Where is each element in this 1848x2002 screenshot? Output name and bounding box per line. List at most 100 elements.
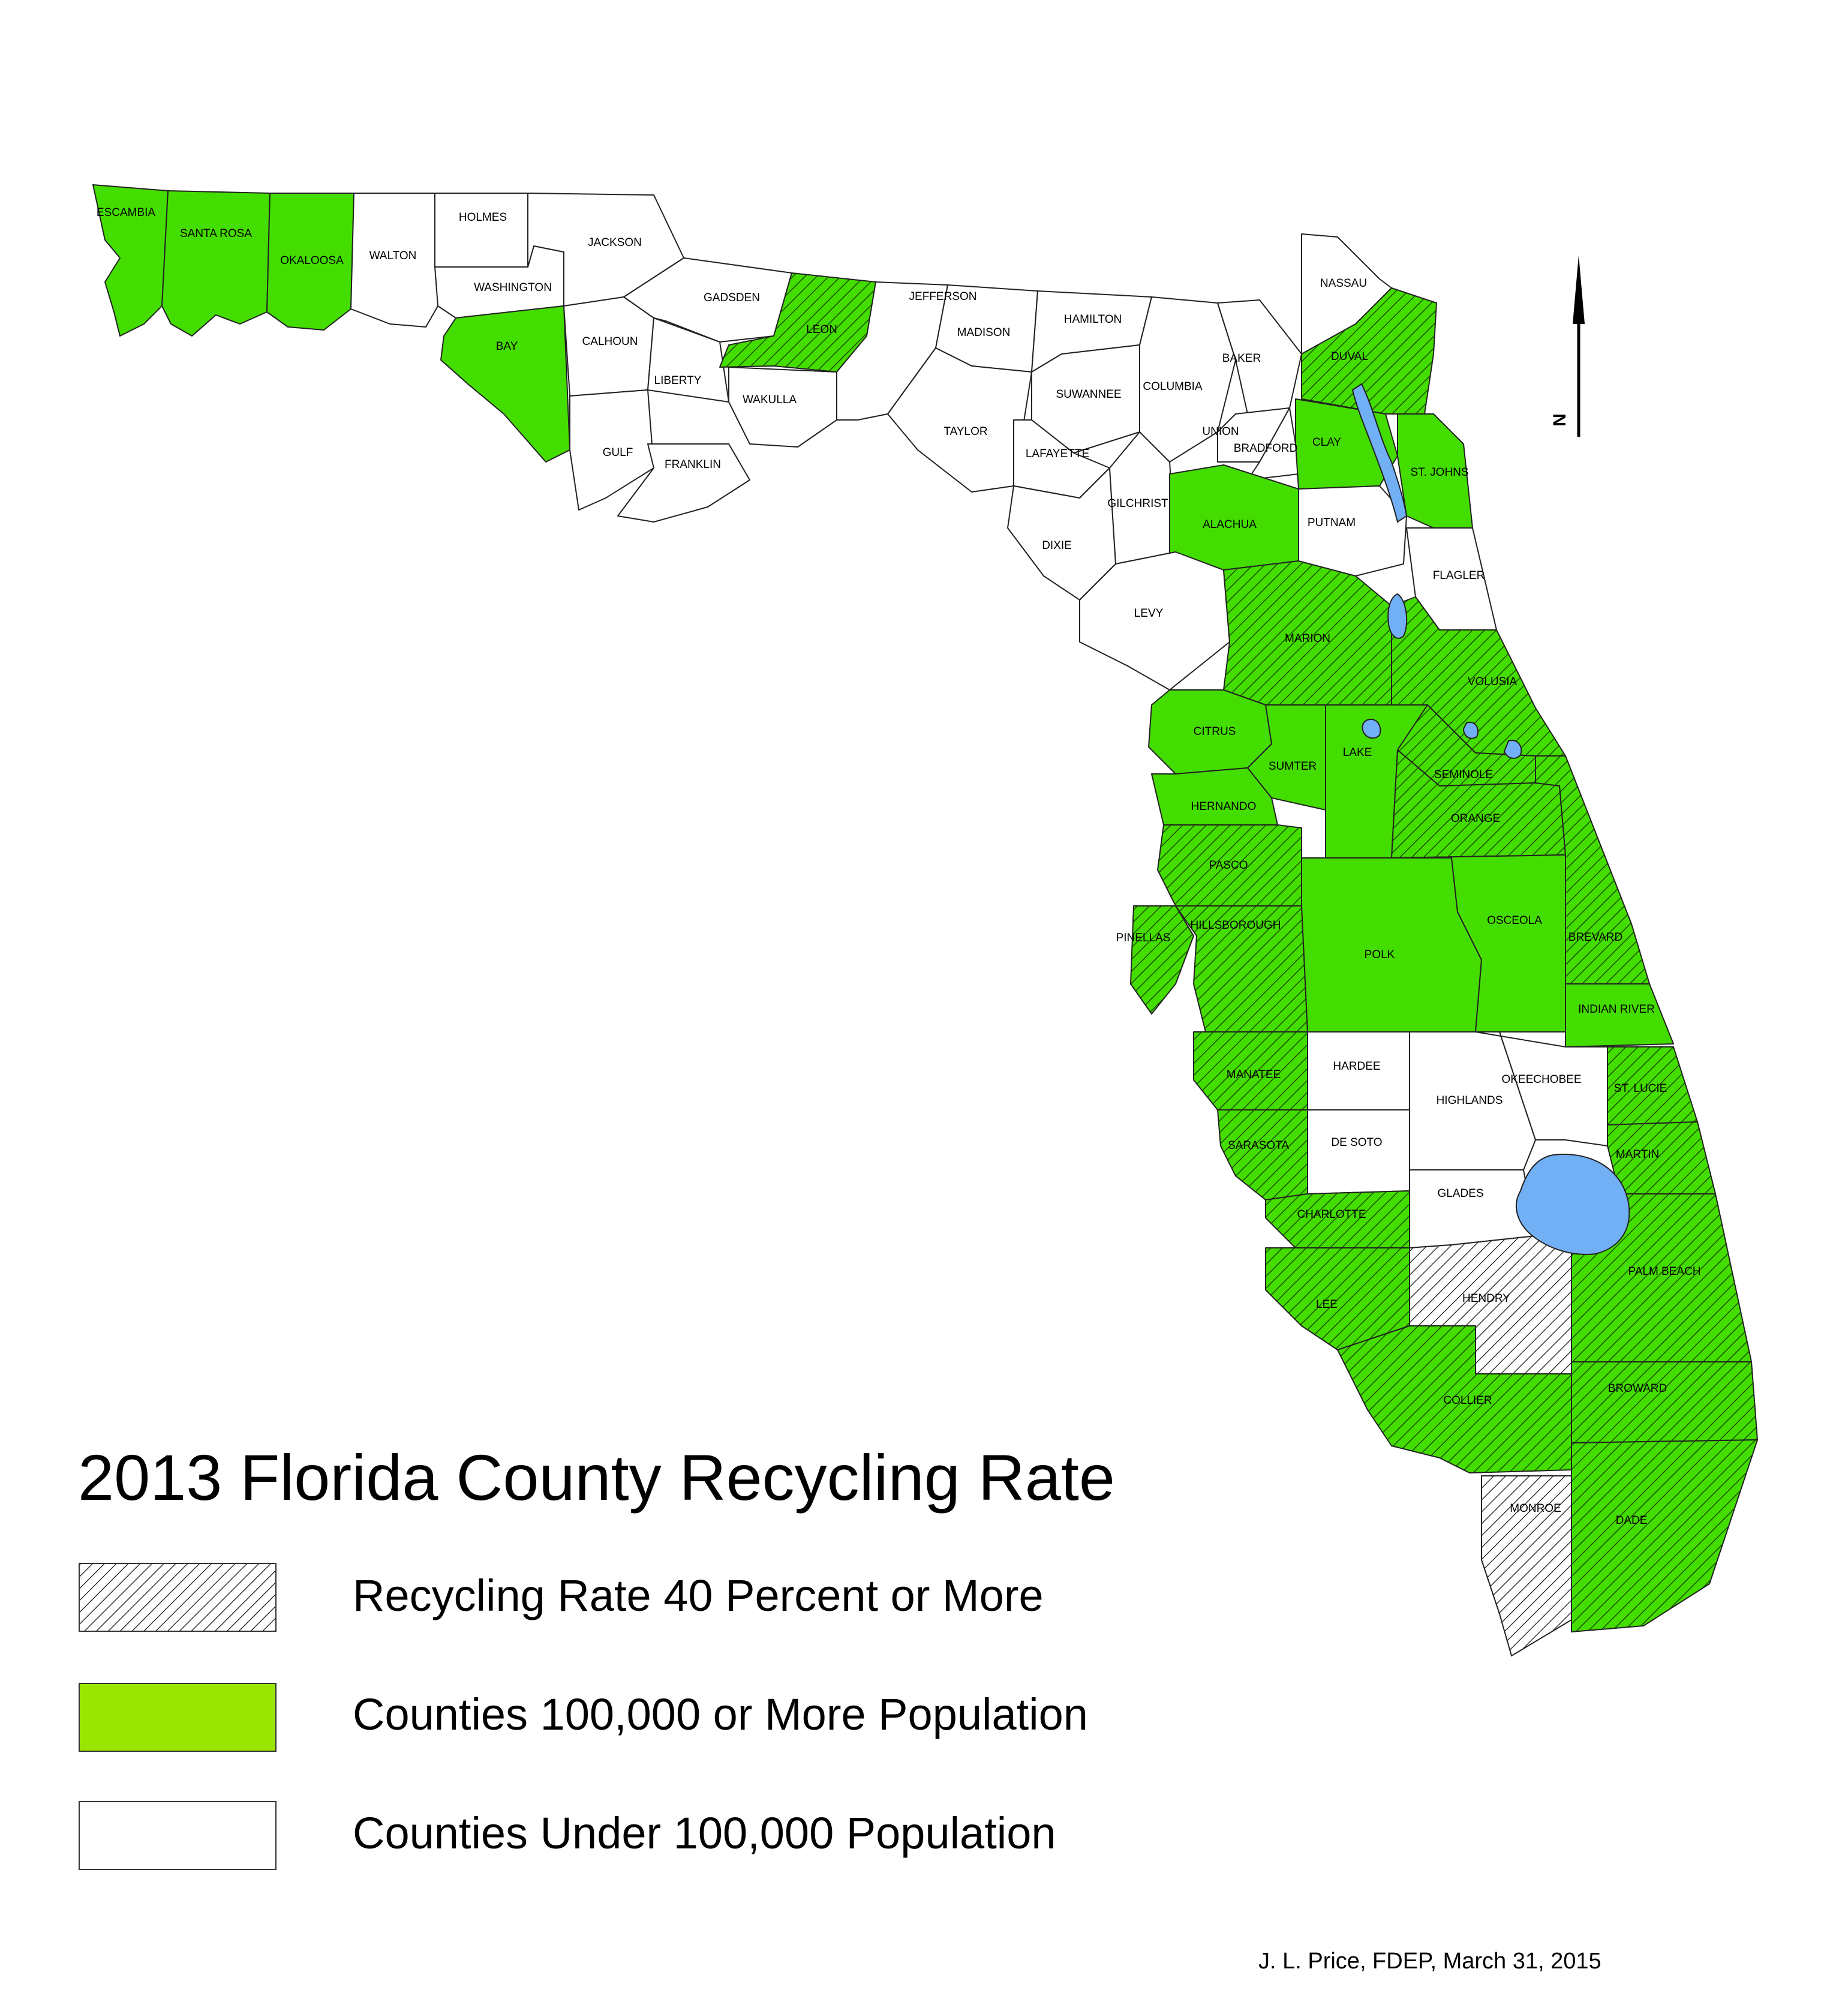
legend-swatch-hatch xyxy=(79,1563,277,1632)
county-label-seminole: SEMINOLE xyxy=(1434,769,1493,781)
water-layer xyxy=(1351,383,1630,1255)
map-title: 2013 Florida County Recycling Rate xyxy=(78,1441,1115,1514)
north-arrow-label: N xyxy=(1550,413,1570,427)
lake-george xyxy=(1387,593,1408,639)
lake-apopka xyxy=(1362,719,1381,739)
county-label-polk: POLK xyxy=(1365,949,1395,961)
lake-okeechobee xyxy=(1515,1154,1630,1255)
lake-jessup xyxy=(1503,740,1522,759)
legend-label-green: Counties 100,000 or More Population xyxy=(353,1689,1088,1739)
county-pinellas xyxy=(1130,905,1194,1014)
county-putnam xyxy=(1298,485,1407,577)
county-santa-rosa xyxy=(161,190,271,337)
county-label-charlotte: CHARLOTTE xyxy=(1297,1208,1366,1221)
county-label-indian-river: INDIAN RIVER xyxy=(1578,1003,1655,1016)
county-label-martin: MARTIN xyxy=(1616,1148,1659,1161)
county-label-de-soto: DE SOTO xyxy=(1331,1136,1382,1149)
county-label-gilchrist: GILCHRIST xyxy=(1107,497,1168,510)
county-label-washington: WASHINGTON xyxy=(474,281,552,294)
county-label-marion: MARION xyxy=(1285,632,1330,645)
county-label-volusia: VOLUSIA xyxy=(1468,676,1518,688)
legend-swatch-white xyxy=(79,1801,277,1870)
county-label-citrus: CITRUS xyxy=(1194,725,1236,738)
county-label-glades: GLADES xyxy=(1437,1187,1483,1200)
county-label-wakulla: WAKULLA xyxy=(743,394,797,406)
county-label-palm-beach: PALM BEACH xyxy=(1628,1265,1700,1278)
county-gulf xyxy=(569,389,654,511)
county-label-alachua: ALACHUA xyxy=(1203,518,1257,531)
county-label-st-lucie: ST. LUCIE xyxy=(1614,1082,1667,1095)
county-franklin xyxy=(617,443,750,523)
county-alachua xyxy=(1169,464,1299,571)
county-label-baker: BAKER xyxy=(1222,352,1261,365)
county-label-jefferson: JEFFERSON xyxy=(909,290,977,303)
county-label-nassau: NASSAU xyxy=(1320,277,1367,290)
county-label-putnam: PUTNAM xyxy=(1308,517,1356,529)
county-layer xyxy=(92,184,1758,1656)
county-label-collier: COLLIER xyxy=(1443,1394,1492,1407)
county-label-suwannee: SUWANNEE xyxy=(1056,388,1121,401)
county-label-escambia: ESCAMBIA xyxy=(97,206,156,219)
county-label-okeechobee: OKEECHOBEE xyxy=(1501,1073,1581,1086)
county-label-sarasota: SARASOTA xyxy=(1228,1139,1289,1152)
county-label-leon: LEON xyxy=(806,323,837,336)
county-label-gulf: GULF xyxy=(603,446,633,459)
county-label-hardee: HARDEE xyxy=(1333,1060,1380,1073)
legend-label-hatch: Recycling Rate 40 Percent or More xyxy=(353,1571,1044,1620)
county-label-okaloosa: OKALOOSA xyxy=(280,254,344,267)
county-label-hamilton: HAMILTON xyxy=(1064,313,1122,326)
county-label-madison: MADISON xyxy=(957,326,1011,339)
county-label-santa-rosa: SANTA ROSA xyxy=(180,227,252,240)
county-label-orange: ORANGE xyxy=(1451,812,1500,825)
county-label-highlands: HIGHLANDS xyxy=(1437,1094,1503,1107)
county-sarasota xyxy=(1217,1109,1308,1200)
county-label-levy: LEVY xyxy=(1134,607,1164,620)
county-broward xyxy=(1571,1361,1758,1443)
county-label-walton: WALTON xyxy=(369,250,417,262)
county-indian-river xyxy=(1565,983,1674,1047)
legend-swatch-green xyxy=(79,1683,277,1752)
county-wakulla xyxy=(728,367,837,448)
county-label-franklin: FRANKLIN xyxy=(665,458,721,471)
map-credit: J. L. Price, FDEP, March 31, 2015 xyxy=(1258,1949,1601,1974)
county-label-flagler: FLAGLER xyxy=(1433,569,1485,582)
county-label-manatee: MANATEE xyxy=(1227,1068,1281,1081)
county-label-holmes: HOLMES xyxy=(459,211,507,224)
st-johns-river xyxy=(1351,383,1408,523)
county-label-brevard: BREVARD xyxy=(1568,931,1622,944)
county-label-union: UNION xyxy=(1202,425,1239,438)
county-label-duval: DUVAL xyxy=(1331,350,1368,363)
county-label-broward: BROWARD xyxy=(1608,1382,1667,1395)
county-label-lee: LEE xyxy=(1316,1298,1338,1311)
county-label-clay: CLAY xyxy=(1312,436,1342,449)
county-duval xyxy=(1301,287,1437,415)
county-label-gadsden: GADSDEN xyxy=(704,292,760,304)
county-label-st-johns: ST. JOHNS xyxy=(1410,466,1468,479)
county-dade xyxy=(1571,1439,1758,1632)
legend-label-white: Counties Under 100,000 Population xyxy=(353,1808,1056,1858)
county-label-hendry: HENDRY xyxy=(1462,1292,1510,1305)
county-label-lafayette: LAFAYETTE xyxy=(1026,448,1089,460)
county-bay xyxy=(440,305,570,463)
county-label-pinellas: PINELLAS xyxy=(1116,932,1171,944)
county-label-liberty: LIBERTY xyxy=(654,374,702,387)
county-label-sumter: SUMTER xyxy=(1269,760,1317,773)
county-label-lake: LAKE xyxy=(1343,746,1372,759)
lake-harney xyxy=(1462,722,1479,739)
county-label-osceola: OSCEOLA xyxy=(1487,914,1542,927)
county-label-bay: BAY xyxy=(496,340,518,353)
county-label-layer: ESCAMBIA SANTA ROSA OKALOOSA WALTON HOLMES WA… xyxy=(97,206,1701,1527)
county-label-taylor: TAYLOR xyxy=(943,425,987,438)
county-okeechobee xyxy=(1475,1031,1608,1146)
county-de-soto xyxy=(1307,1109,1410,1194)
county-label-hillsborough: HILLSBOROUGH xyxy=(1191,919,1281,932)
county-label-dade: DADE xyxy=(1616,1514,1648,1527)
county-label-pasco: PASCO xyxy=(1209,859,1248,872)
north-arrow: N xyxy=(1550,255,1585,437)
county-label-calhoun: CALHOUN xyxy=(582,335,638,348)
county-label-dixie: DIXIE xyxy=(1042,539,1072,552)
county-label-bradford: BRADFORD xyxy=(1234,442,1298,455)
county-label-monroe: MONROE xyxy=(1510,1502,1561,1515)
county-label-hernando: HERNANDO xyxy=(1191,800,1257,813)
